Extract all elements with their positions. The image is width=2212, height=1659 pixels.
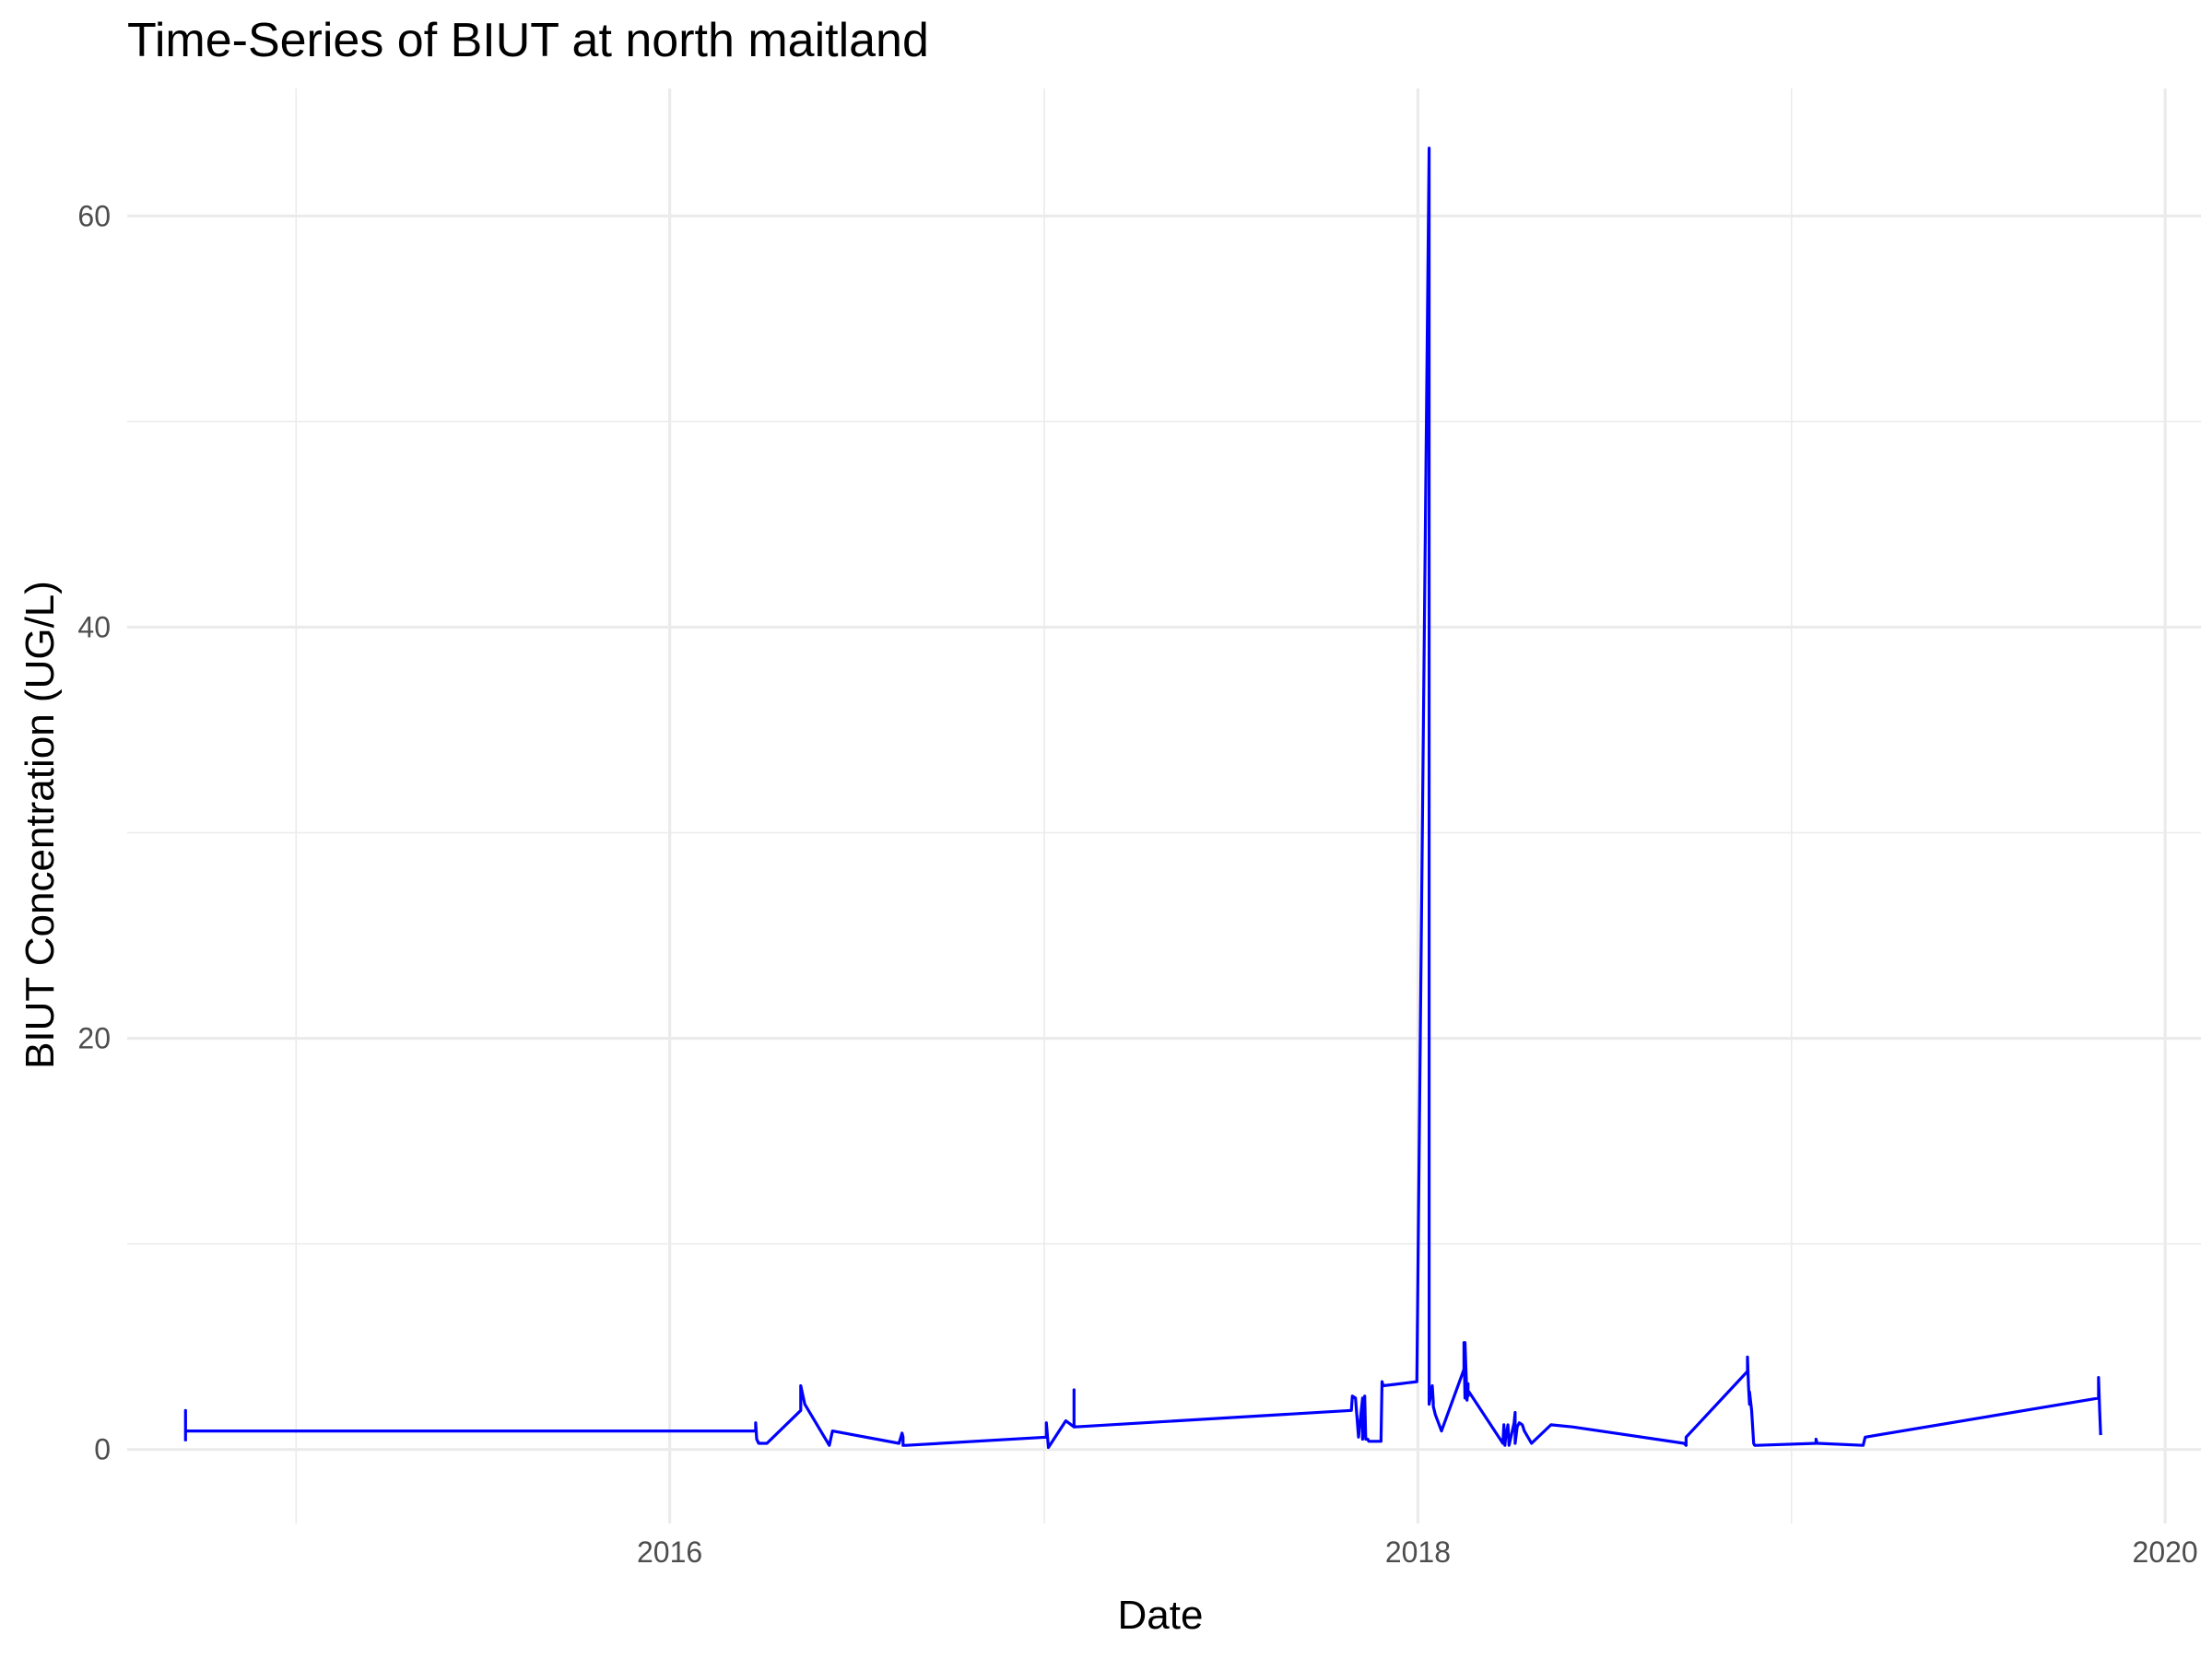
x-tick-label: 2016 xyxy=(637,1535,702,1569)
chart-title: Time-Series of BIUT at north maitland xyxy=(127,14,929,67)
y-tick-label: 0 xyxy=(94,1433,111,1466)
grid-layer xyxy=(127,88,2201,1524)
y-axis-label: BIUT Concentration (UG/L) xyxy=(18,581,63,1069)
y-tick-label: 40 xyxy=(77,610,111,643)
series-line xyxy=(183,147,2102,1450)
x-axis-label: Date xyxy=(1117,1593,1204,1638)
y-tick-label: 60 xyxy=(77,199,111,232)
tick-label-layer: 0 20 40 60 2016 2018 2020 xyxy=(77,199,2197,1569)
series-layer xyxy=(183,147,2102,1450)
x-tick-label: 2020 xyxy=(2133,1535,2198,1569)
x-tick-label: 2018 xyxy=(1385,1535,1451,1569)
y-tick-label: 20 xyxy=(77,1022,111,1055)
